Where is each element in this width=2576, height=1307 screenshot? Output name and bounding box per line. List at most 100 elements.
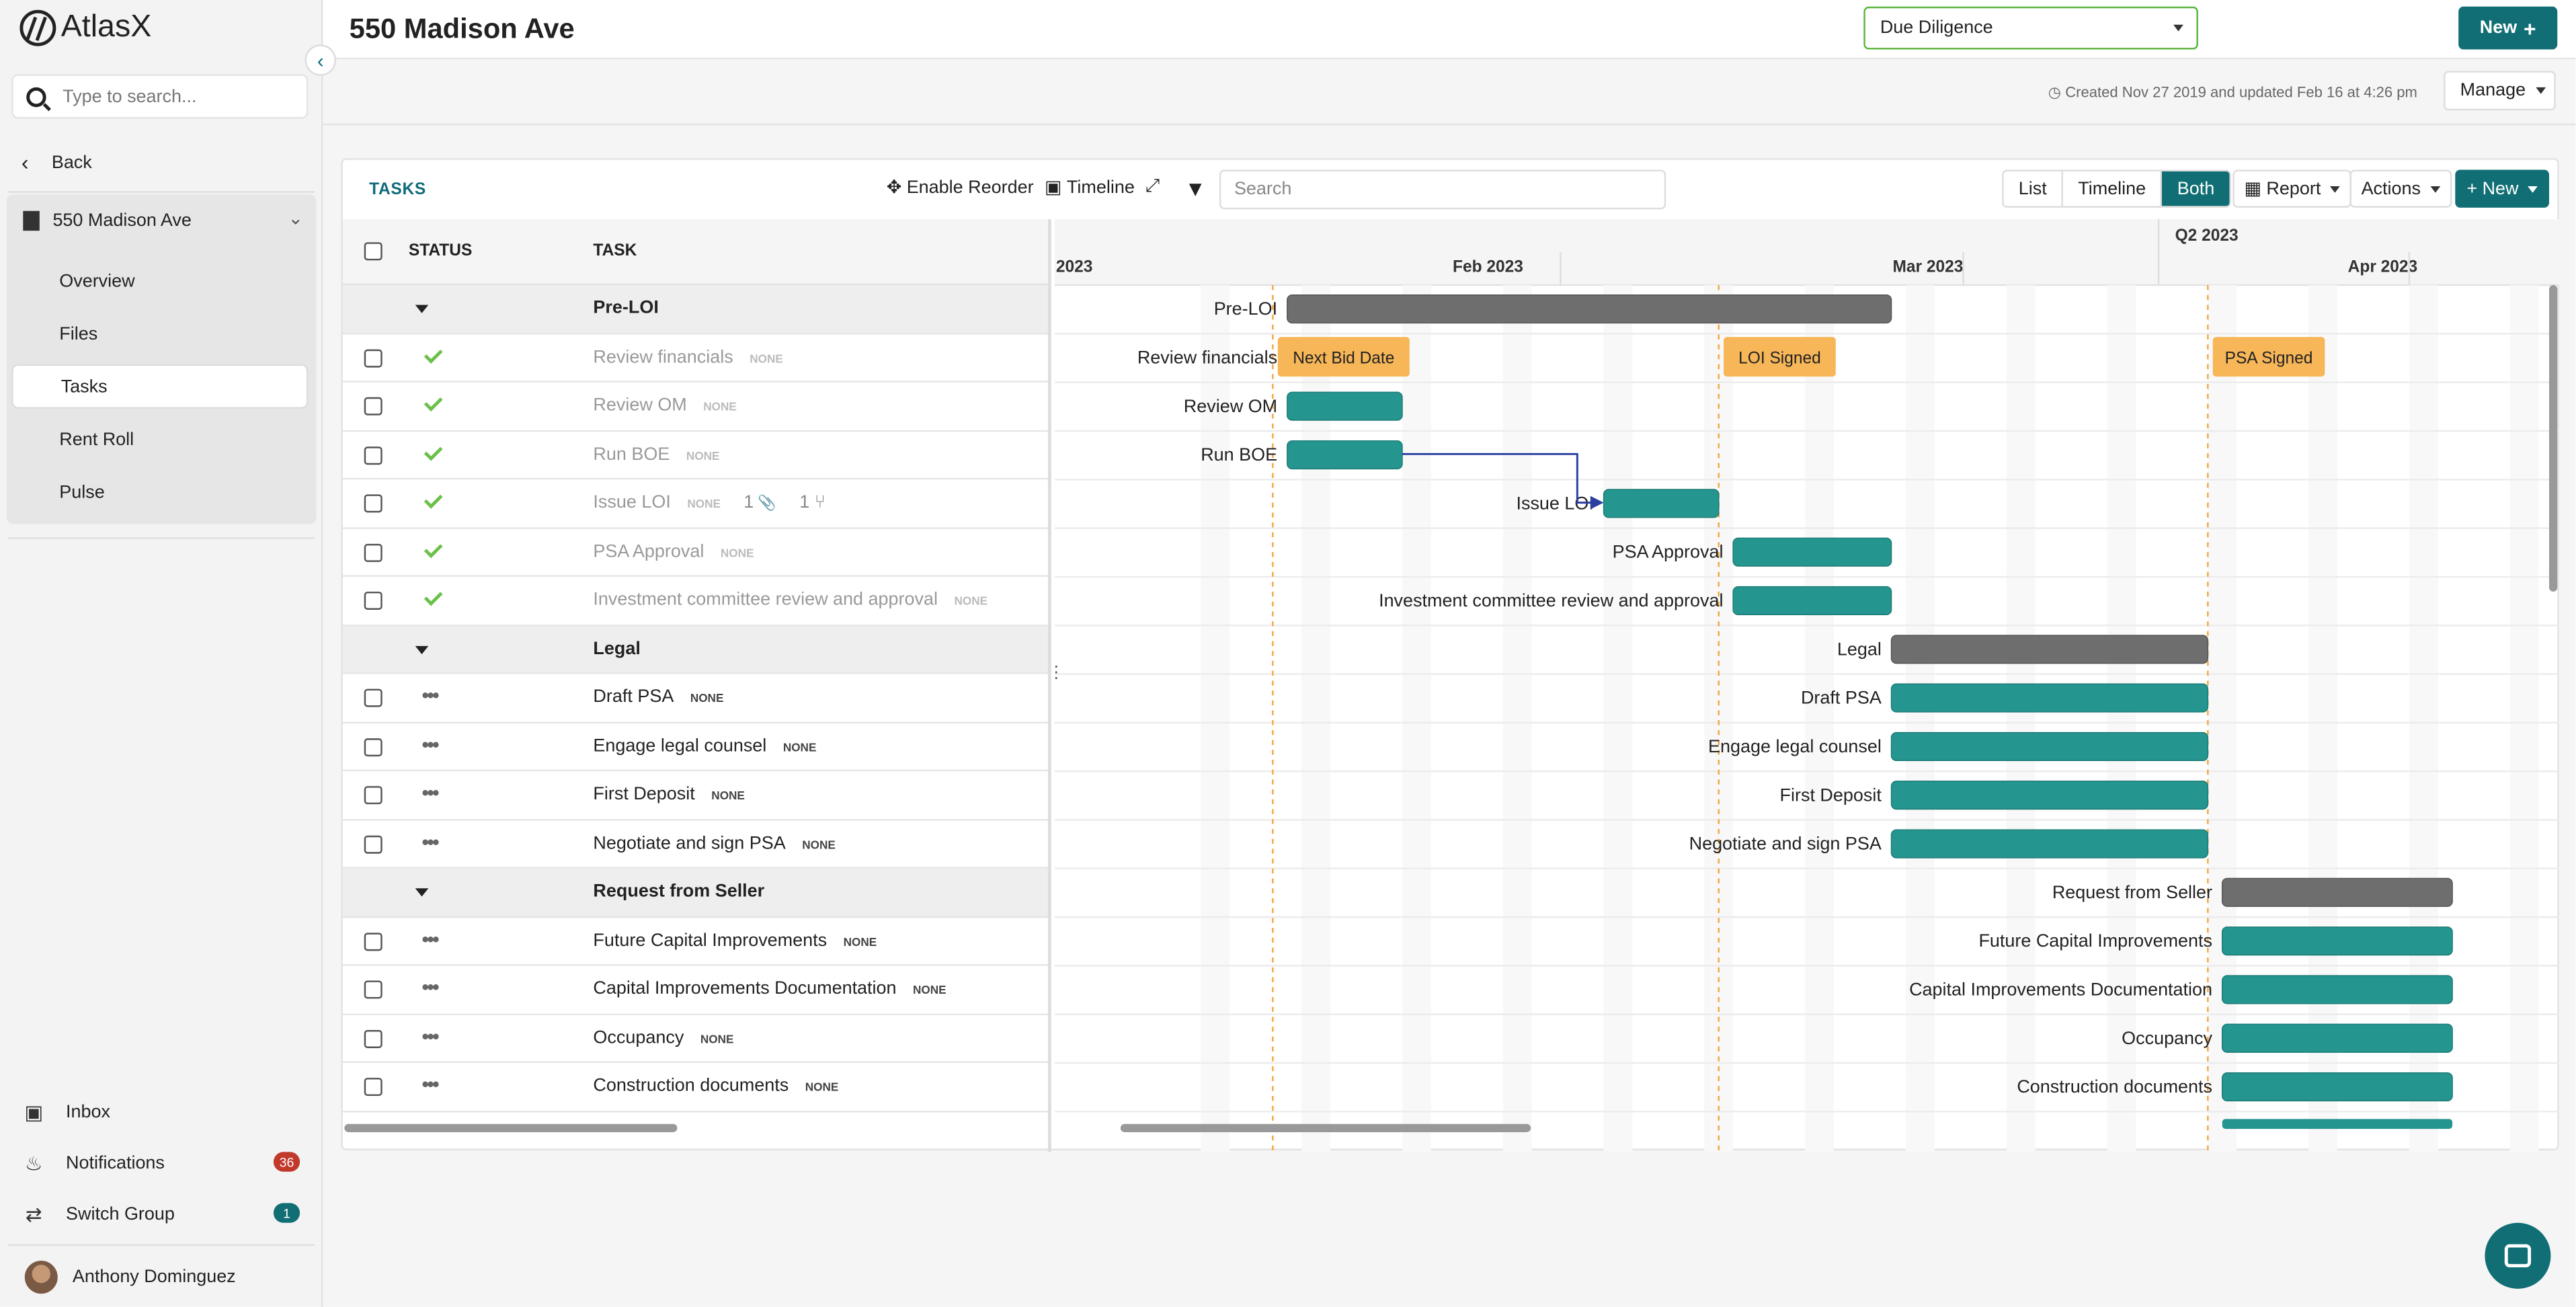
group-row[interactable]: Request from Seller [342,868,1048,918]
task-name[interactable]: First Deposit NONE [593,785,744,804]
gantt-task-bar[interactable] [2221,926,2453,956]
table-row[interactable]: Investment committee review and approval… [342,577,1048,626]
task-name[interactable]: Occupancy NONE [593,1027,733,1047]
gantt-task-bar[interactable] [1890,829,2209,859]
row-checkbox[interactable] [364,737,383,756]
task-name[interactable]: Run BOE NONE [593,444,719,464]
table-row[interactable]: ••• Engage legal counsel NONE [342,723,1048,772]
group-row[interactable]: Legal [342,625,1048,674]
status-pending-icon[interactable]: ••• [421,830,440,853]
table-row[interactable]: ••• Future Capital Improvements NONE [342,917,1048,966]
row-checkbox[interactable] [364,543,383,561]
timeline-toggle-button[interactable]: ▣ Timeline [1045,176,1135,198]
task-name[interactable]: Investment committee review and approval… [593,590,988,610]
view-both-button[interactable]: Both [2162,171,2230,206]
status-pending-icon[interactable]: ••• [421,781,440,805]
table-row[interactable]: Review financials NONE [342,333,1048,383]
milestone-marker[interactable] [2212,337,2325,377]
row-checkbox[interactable] [364,688,383,707]
status-pending-icon[interactable]: ••• [421,732,440,756]
task-name[interactable]: Pre-LOI [593,299,658,318]
collapse-icon[interactable]: ⤢ [1145,176,1160,196]
row-checkbox[interactable] [364,980,383,999]
property-selector[interactable]: 550 Madison Ave ⌄ [23,209,303,231]
gantt-task-bar[interactable] [1732,537,1892,567]
enable-reorder-button[interactable]: ✥ Enable Reorder [887,176,1034,198]
attachment-count[interactable]: 1 📎 [743,493,776,512]
new-task-button[interactable]: + New [2455,169,2550,208]
status-pending-icon[interactable]: ••• [421,926,440,951]
task-name[interactable]: PSA Approval NONE [593,541,754,561]
task-name[interactable]: Construction documents NONE [593,1076,838,1096]
table-row[interactable]: Review OM NONE [342,383,1048,431]
collapse-group-icon[interactable] [415,645,429,654]
sidebar-notifications[interactable]: ♨ Notifications 36 [23,1151,303,1174]
gantt-task-bar[interactable] [1732,586,1892,616]
actions-button[interactable]: Actions [2349,169,2452,208]
atlasx-logo[interactable]: AtlasX [19,9,151,46]
task-name[interactable]: Issue LOI NONE 1 📎 1 ⑂ [593,493,825,512]
task-name[interactable]: Review OM NONE [593,395,736,415]
task-name[interactable]: Legal [593,639,640,658]
table-row[interactable]: ••• Capital Improvements Documentation NON… [342,965,1048,1015]
sidebar-item-overview[interactable]: Overview [11,259,308,303]
task-name[interactable]: Review financials NONE [593,347,782,366]
sidebar-item-rent-roll[interactable]: Rent Roll [11,417,308,461]
row-checkbox[interactable] [364,397,383,415]
group-row[interactable]: Pre-LOI [342,285,1048,334]
gantt-task-bar[interactable] [1287,391,1403,421]
task-search-input[interactable]: Search [1219,169,1666,210]
stage-select[interactable]: Due Diligence [1863,6,2198,50]
row-checkbox[interactable] [364,786,383,805]
row-checkbox[interactable] [364,591,383,610]
status-pending-icon[interactable]: ••• [421,684,440,707]
gantt-task-bar[interactable] [1603,489,1720,518]
column-task[interactable]: TASK [593,242,637,261]
gantt-task-bar[interactable] [1890,731,2209,761]
collapse-group-icon[interactable] [415,305,429,313]
sidebar-switch-group[interactable]: ⇄ Switch Group 1 [23,1202,303,1225]
row-checkbox[interactable] [364,1029,383,1047]
sidebar-search-input[interactable]: Type to search... [11,74,309,119]
table-row[interactable]: Run BOE NONE [342,431,1048,480]
status-complete-icon[interactable] [424,587,443,606]
table-row[interactable]: ••• Draft PSA NONE [342,674,1048,723]
milestone-marker[interactable] [1724,337,1836,377]
table-row[interactable]: ••• Construction documents NONE [342,1063,1048,1112]
row-checkbox[interactable] [364,1078,383,1097]
report-button[interactable]: ▦ Report [2232,169,2352,208]
row-checkbox[interactable] [364,348,383,367]
task-name[interactable]: Request from Seller [593,881,764,901]
back-link[interactable]: ‹ Back [22,150,92,175]
gantt-group-bar[interactable] [2221,877,2453,907]
task-name[interactable]: Draft PSA NONE [593,687,723,707]
subtask-count[interactable]: 1 ⑂ [799,493,826,512]
gantt-task-bar[interactable] [2221,975,2453,1004]
task-name[interactable]: Negotiate and sign PSA NONE [593,833,835,853]
status-complete-icon[interactable] [424,539,443,557]
status-complete-icon[interactable] [424,489,443,509]
table-row[interactable]: Issue LOI NONE 1 📎 1 ⑂ [342,479,1048,528]
table-row[interactable]: ••• Occupancy NONE [342,1015,1048,1064]
manage-button[interactable]: Manage [2444,71,2556,111]
status-pending-icon[interactable]: ••• [421,1024,440,1047]
row-checkbox[interactable] [364,932,383,951]
select-all-checkbox[interactable] [364,242,383,261]
user-profile[interactable]: Anthony Dominguez [24,1261,236,1294]
sidebar-inbox[interactable]: ▣ Inbox [23,1100,303,1123]
collapse-sidebar-button[interactable]: ‹ [305,44,337,76]
task-name[interactable]: Future Capital Improvements NONE [593,930,877,950]
status-complete-icon[interactable] [424,441,443,461]
row-checkbox[interactable] [364,494,383,513]
status-complete-icon[interactable] [424,344,443,363]
gantt-task-bar[interactable] [2221,1072,2453,1102]
gantt-task-bar[interactable] [2221,1023,2453,1053]
row-checkbox[interactable] [364,834,383,853]
chat-launcher-button[interactable] [2485,1222,2551,1289]
gantt-group-bar[interactable] [1890,635,2209,664]
filter-icon[interactable]: ▼ [1184,176,1206,202]
gantt-task-bar[interactable] [1287,440,1403,470]
gantt-task-bar[interactable] [1890,683,2209,713]
status-pending-icon[interactable]: ••• [421,1072,440,1097]
status-complete-icon[interactable] [424,393,443,411]
